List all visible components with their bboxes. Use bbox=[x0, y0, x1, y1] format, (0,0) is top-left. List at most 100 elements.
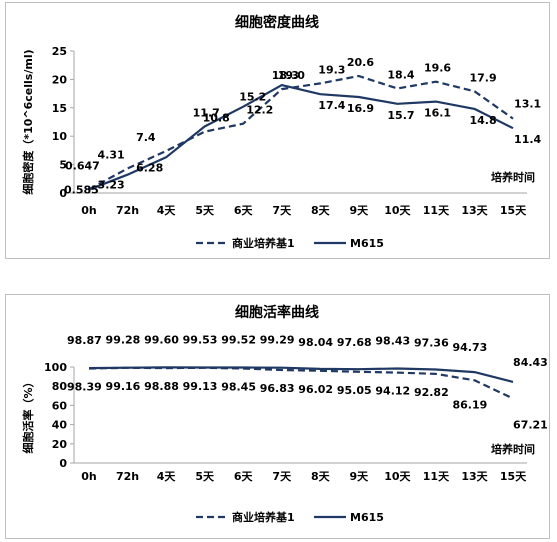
x-tick-label: 0h bbox=[81, 470, 97, 483]
y-tick-label: 20 bbox=[52, 73, 68, 86]
chart-title: 细胞密度曲线 bbox=[235, 14, 319, 31]
legend-label: M615 bbox=[350, 511, 384, 524]
data-label: 96.83 bbox=[260, 382, 295, 395]
x-tick-label: 13天 bbox=[461, 204, 488, 217]
data-label: 7.4 bbox=[136, 131, 156, 144]
data-label: 15.7 bbox=[387, 109, 414, 122]
data-label: 99.13 bbox=[183, 380, 218, 393]
series-line-commercial-medium bbox=[88, 74, 514, 191]
x-tick-label: 72h bbox=[116, 470, 139, 483]
x-tick-label: 7天 bbox=[272, 470, 292, 483]
legend-label: 商业培养基1 bbox=[232, 510, 295, 524]
data-label: 99.16 bbox=[106, 380, 141, 393]
data-label: 16.1 bbox=[424, 107, 451, 120]
y-tick-label: 10 bbox=[52, 130, 68, 143]
x-tick-label: 10天 bbox=[384, 204, 411, 217]
x-tick-label: 15天 bbox=[500, 470, 527, 483]
y-tick-label: 80 bbox=[52, 380, 68, 393]
data-label: 94.12 bbox=[375, 385, 410, 398]
data-label: 0.647 bbox=[65, 159, 100, 172]
data-label: 19.0 bbox=[278, 69, 305, 82]
data-label: 10.8 bbox=[203, 112, 230, 125]
data-label: 98.45 bbox=[221, 380, 256, 393]
y-tick-label: 100 bbox=[44, 361, 67, 374]
x-tick-label: 8天 bbox=[311, 204, 331, 217]
x-tick-label: 6天 bbox=[234, 204, 254, 217]
chart-title: 细胞活率曲线 bbox=[235, 304, 319, 321]
legend-label: 商业培养基1 bbox=[232, 236, 295, 250]
x-tick-label: 11天 bbox=[423, 470, 450, 483]
x-axis-title: 培养时间 bbox=[491, 442, 535, 456]
data-label: 4.31 bbox=[98, 149, 125, 162]
viability-chart-panel: 细胞活率曲线细胞活率（%） 0 20 40 60 80 100 0h 72h 4天 5天 6天 7天 8天… bbox=[5, 294, 550, 539]
data-label: 16.9 bbox=[347, 102, 374, 115]
data-label: 67.21 bbox=[513, 418, 548, 431]
x-tick-label: 5天 bbox=[195, 204, 215, 217]
data-label: 99.28 bbox=[106, 334, 141, 347]
x-tick-label: 9天 bbox=[350, 470, 370, 483]
data-label: 84.43 bbox=[513, 356, 548, 369]
y-tick-label: 15 bbox=[52, 102, 67, 115]
x-tick-label: 8天 bbox=[311, 470, 331, 483]
data-label: 98.43 bbox=[375, 335, 410, 348]
y-tick-label: 40 bbox=[52, 419, 68, 432]
data-label: 99.60 bbox=[144, 333, 179, 346]
data-label: 95.05 bbox=[337, 384, 372, 397]
data-label: 14.8 bbox=[470, 114, 497, 127]
y-tick-label: 0 bbox=[59, 457, 67, 470]
data-label: 99.52 bbox=[221, 333, 256, 346]
data-label: 98.87 bbox=[67, 334, 102, 347]
data-label: 19.3 bbox=[318, 63, 345, 76]
y-axis-title: 细胞活率（%） bbox=[21, 376, 35, 453]
x-tick-label: 13天 bbox=[461, 470, 488, 483]
data-label: 99.29 bbox=[260, 334, 295, 347]
x-tick-label: 0h bbox=[81, 204, 97, 217]
y-axis-title: 细胞密度（*10^6cells/ml) bbox=[21, 49, 35, 194]
y-tick-label: 0 bbox=[59, 187, 67, 200]
data-label: 92.82 bbox=[414, 386, 449, 399]
x-tick-label: 4天 bbox=[157, 470, 177, 483]
y-tick-label: 60 bbox=[52, 399, 68, 412]
x-axis-title: 培养时间 bbox=[491, 170, 535, 184]
y-tick-label: 5 bbox=[59, 159, 67, 172]
data-label: 98.04 bbox=[298, 336, 333, 349]
x-tick-label: 4天 bbox=[157, 204, 177, 217]
data-label: 11.7 bbox=[193, 107, 220, 120]
data-label: 6.28 bbox=[136, 161, 163, 174]
data-label: 99.53 bbox=[183, 333, 218, 346]
data-label: 0.585 bbox=[64, 184, 99, 197]
series-line-m615 bbox=[88, 83, 514, 191]
series-line-m615 bbox=[88, 366, 514, 383]
data-label: 96.02 bbox=[298, 383, 333, 396]
data-label: 15.2 bbox=[239, 91, 266, 104]
data-label: 98.88 bbox=[144, 380, 179, 393]
data-label: 17.9 bbox=[470, 71, 497, 84]
data-label: 11.4 bbox=[514, 133, 541, 146]
data-label: 20.6 bbox=[347, 56, 374, 69]
x-tick-label: 9天 bbox=[350, 204, 370, 217]
x-tick-label: 7天 bbox=[272, 204, 292, 217]
data-label: 18.3 bbox=[272, 69, 299, 82]
x-tick-label: 6天 bbox=[234, 470, 254, 483]
data-label: 18.4 bbox=[387, 68, 414, 81]
y-tick-label: 20 bbox=[52, 438, 68, 451]
data-label: 98.39 bbox=[67, 381, 102, 394]
legend-label: M615 bbox=[350, 237, 384, 250]
data-label: 97.68 bbox=[337, 336, 372, 349]
data-label: 94.73 bbox=[453, 341, 488, 354]
x-tick-label: 5天 bbox=[195, 470, 215, 483]
data-label: 86.19 bbox=[453, 398, 488, 411]
data-label: 13.1 bbox=[514, 98, 541, 111]
data-label: 19.6 bbox=[424, 62, 451, 75]
data-label: 97.36 bbox=[414, 337, 449, 350]
density-chart-panel: 细胞密度曲线细胞密度（*10^6cells/ml) 0 5 10 15 20 25 0h 72h… bbox=[5, 2, 550, 259]
data-label: 17.4 bbox=[318, 99, 345, 112]
data-label: 12.2 bbox=[246, 104, 273, 117]
x-tick-label: 72h bbox=[116, 204, 139, 217]
y-tick-label: 25 bbox=[52, 45, 67, 58]
x-tick-label: 10天 bbox=[384, 470, 411, 483]
data-label: 3.23 bbox=[98, 179, 125, 192]
x-tick-label: 11天 bbox=[423, 204, 450, 217]
